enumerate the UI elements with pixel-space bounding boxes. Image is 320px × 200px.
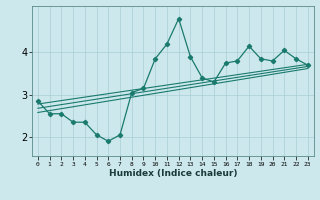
- X-axis label: Humidex (Indice chaleur): Humidex (Indice chaleur): [108, 169, 237, 178]
